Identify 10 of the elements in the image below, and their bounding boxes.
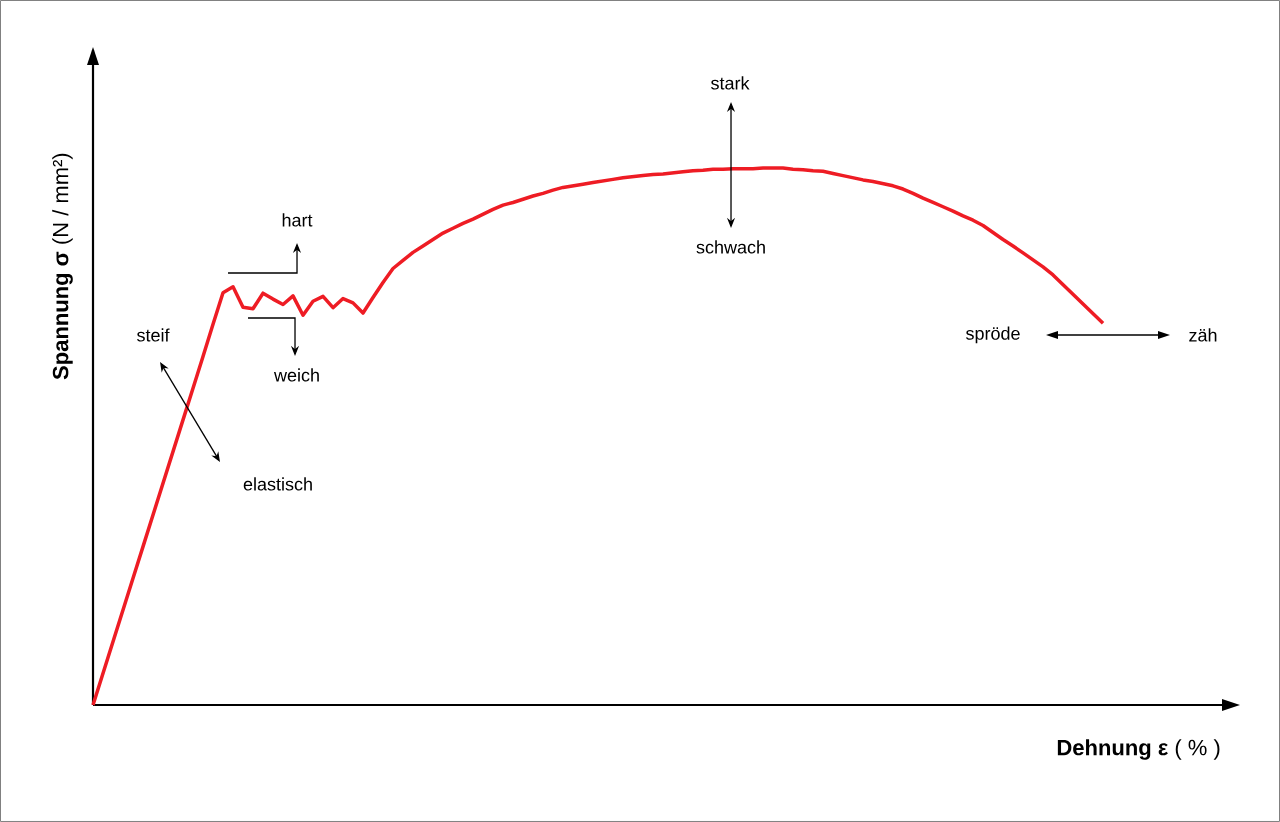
annotation: weich: [273, 368, 319, 382]
annotation: steif: [137, 328, 170, 342]
annotation: elastisch: [243, 477, 312, 491]
x-axis-title: Dehnung ε ( % ): [1057, 739, 1220, 760]
text: stark: [711, 76, 750, 90]
text: zäh: [1189, 328, 1217, 342]
y-axis-title: Spannung σ (N / mm²): [52, 153, 73, 380]
annotation: spröde: [966, 326, 1020, 344]
annotation: hart: [282, 213, 313, 227]
annotation: schwach: [696, 240, 765, 254]
